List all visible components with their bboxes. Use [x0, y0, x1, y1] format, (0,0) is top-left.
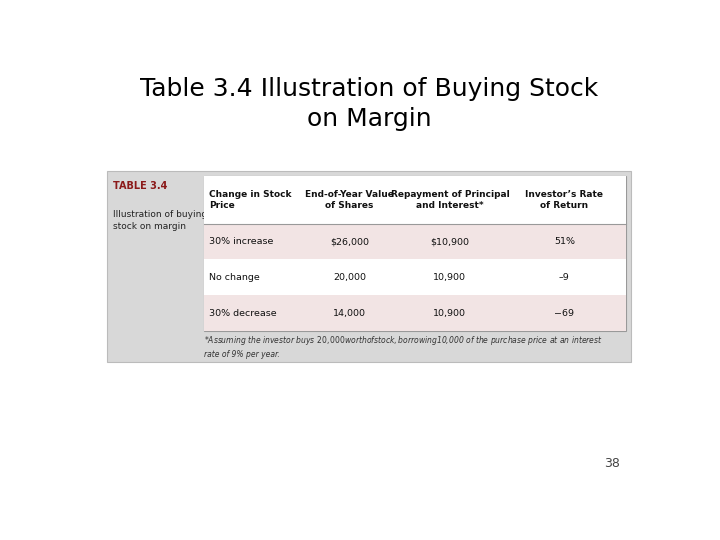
Text: End-of-Year Value
of Shares: End-of-Year Value of Shares: [305, 190, 394, 210]
Text: Table 3.4 Illustration of Buying Stock
on Margin: Table 3.4 Illustration of Buying Stock o…: [140, 77, 598, 131]
FancyBboxPatch shape: [204, 295, 626, 331]
Text: TABLE 3.4: TABLE 3.4: [114, 181, 168, 191]
Text: No change: No change: [209, 273, 260, 282]
Text: 30% increase: 30% increase: [209, 237, 273, 246]
Text: 38: 38: [604, 457, 620, 470]
Text: 30% decrease: 30% decrease: [209, 308, 276, 318]
Text: Change in Stock
Price: Change in Stock Price: [209, 190, 292, 210]
FancyBboxPatch shape: [204, 176, 626, 331]
Text: $10,900: $10,900: [431, 237, 469, 246]
FancyBboxPatch shape: [204, 259, 626, 295]
Text: 20,000: 20,000: [333, 273, 366, 282]
FancyBboxPatch shape: [204, 176, 626, 224]
Text: −69: −69: [554, 308, 575, 318]
Text: 51%: 51%: [554, 237, 575, 246]
Text: 10,900: 10,900: [433, 308, 467, 318]
Text: Illustration of buying
stock on margin: Illustration of buying stock on margin: [114, 210, 207, 231]
Text: Investor’s Rate
of Return: Investor’s Rate of Return: [526, 190, 603, 210]
Text: 14,000: 14,000: [333, 308, 366, 318]
Text: –9: –9: [559, 273, 570, 282]
Text: Repayment of Principal
and Interest*: Repayment of Principal and Interest*: [390, 190, 509, 210]
Text: 10,900: 10,900: [433, 273, 467, 282]
Text: $26,000: $26,000: [330, 237, 369, 246]
Text: *Assuming the investor buys $20,000 worth of stock, borrowing $10,000 of the pur: *Assuming the investor buys $20,000 wort…: [204, 334, 603, 359]
FancyBboxPatch shape: [204, 224, 626, 259]
FancyBboxPatch shape: [107, 171, 631, 362]
